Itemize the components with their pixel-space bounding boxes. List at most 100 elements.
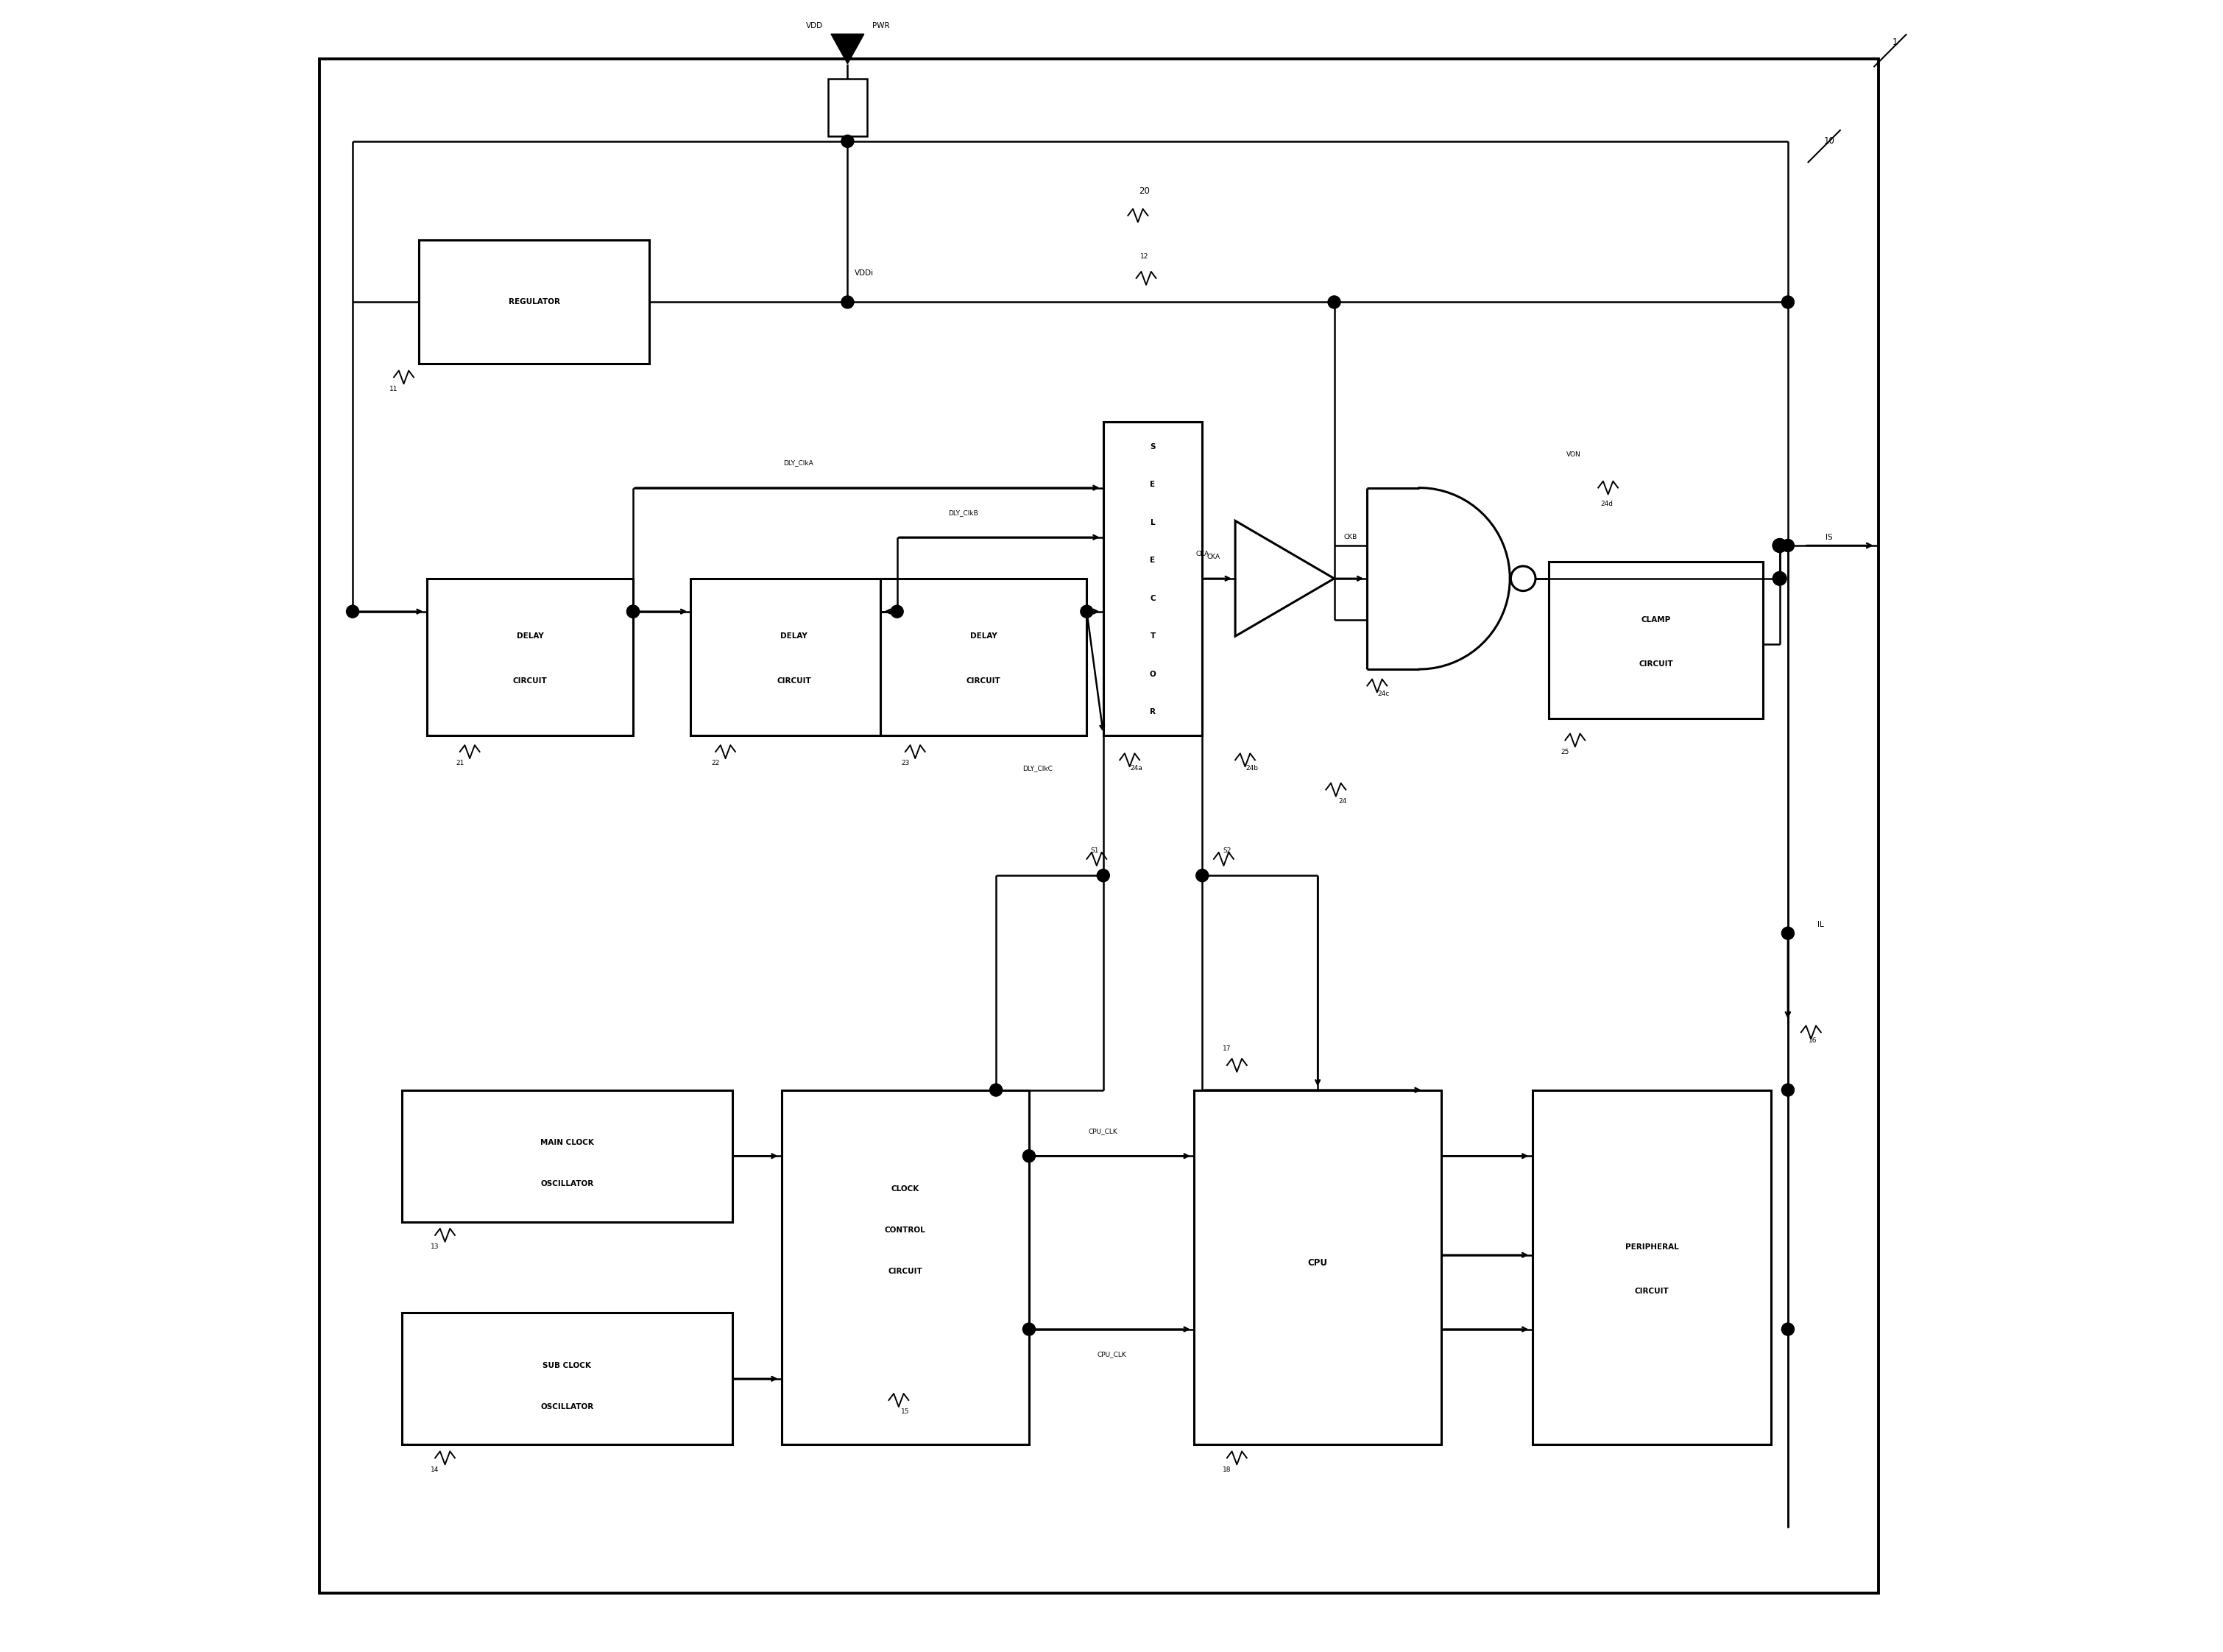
Text: OSCILLATOR: OSCILLATOR — [540, 1181, 594, 1188]
Circle shape — [891, 605, 903, 618]
Circle shape — [627, 605, 640, 618]
Circle shape — [347, 605, 358, 618]
Bar — [378, 876, 1747, 1543]
Text: PERIPHERAL: PERIPHERAL — [1625, 1242, 1678, 1251]
Text: E: E — [1149, 481, 1156, 487]
Text: PWR: PWR — [871, 21, 889, 30]
Text: CIRCUIT: CIRCUIT — [1634, 1287, 1669, 1295]
Bar — [1054, 289, 1647, 776]
Text: REGULATOR: REGULATOR — [509, 299, 560, 306]
Circle shape — [1772, 572, 1787, 585]
Text: MAIN CLOCK: MAIN CLOCK — [540, 1140, 594, 1146]
Circle shape — [989, 1084, 1003, 1097]
Text: 21: 21 — [456, 760, 465, 767]
Text: SUB CLOCK: SUB CLOCK — [542, 1361, 591, 1370]
Circle shape — [1327, 296, 1340, 309]
Text: 15: 15 — [900, 1409, 909, 1416]
Text: DLY_ClkA: DLY_ClkA — [782, 459, 814, 466]
Text: 24d: 24d — [1601, 501, 1612, 507]
Text: CKA: CKA — [1196, 550, 1209, 557]
Text: 14: 14 — [431, 1467, 440, 1474]
Circle shape — [1096, 869, 1109, 882]
Bar — [353, 109, 1812, 1559]
Bar — [880, 578, 1087, 735]
Text: CIRCUIT: CIRCUIT — [776, 677, 811, 684]
Text: CONTROL: CONTROL — [885, 1226, 925, 1234]
Text: 24a: 24a — [1129, 765, 1143, 771]
Bar — [1194, 1090, 1441, 1446]
Text: CLAMP: CLAMP — [1641, 616, 1672, 623]
Text: 22: 22 — [711, 760, 720, 767]
Circle shape — [1772, 539, 1787, 552]
Text: VDD: VDD — [807, 21, 823, 30]
Text: 17: 17 — [1223, 1046, 1232, 1052]
Text: 11: 11 — [389, 385, 398, 392]
Text: 20: 20 — [1138, 187, 1149, 195]
Text: CIRCUIT: CIRCUIT — [887, 1267, 923, 1275]
Text: IS: IS — [1825, 534, 1832, 540]
Bar — [691, 578, 898, 735]
Bar — [782, 1090, 1029, 1446]
Text: C: C — [1149, 595, 1156, 601]
Polygon shape — [831, 35, 865, 64]
Text: 12: 12 — [1140, 253, 1149, 259]
Bar — [427, 578, 634, 735]
Text: 16: 16 — [1807, 1037, 1816, 1044]
Text: OSCILLATOR: OSCILLATOR — [540, 1403, 594, 1411]
Bar — [827, 79, 867, 137]
Text: 25: 25 — [1561, 748, 1569, 755]
Circle shape — [1196, 869, 1209, 882]
Bar — [402, 1313, 731, 1446]
Text: VON: VON — [1567, 451, 1581, 458]
Circle shape — [1781, 927, 1794, 940]
Circle shape — [840, 135, 854, 147]
Text: 13: 13 — [431, 1244, 440, 1251]
Circle shape — [627, 605, 640, 618]
Text: E: E — [1149, 557, 1156, 563]
Text: 18: 18 — [1223, 1467, 1232, 1474]
Circle shape — [1781, 539, 1794, 552]
Text: DELAY: DELAY — [969, 633, 998, 639]
Text: DELAY: DELAY — [780, 633, 807, 639]
Text: DELAY: DELAY — [516, 633, 542, 639]
Text: 24c: 24c — [1378, 691, 1389, 697]
Circle shape — [1023, 1323, 1036, 1335]
Text: CIRCUIT: CIRCUIT — [967, 677, 1000, 684]
Text: CPU_CLK: CPU_CLK — [1089, 1128, 1118, 1135]
Circle shape — [1023, 1150, 1036, 1163]
Circle shape — [1781, 1084, 1794, 1097]
Text: CPU_CLK: CPU_CLK — [1096, 1351, 1127, 1358]
Circle shape — [1781, 296, 1794, 309]
Bar — [402, 1090, 731, 1222]
Text: DLY_ClkC: DLY_ClkC — [1023, 765, 1051, 771]
Text: T: T — [1149, 633, 1156, 639]
Text: CIRCUIT: CIRCUIT — [514, 677, 547, 684]
Text: CKA: CKA — [1207, 553, 1220, 560]
Text: 24: 24 — [1338, 798, 1347, 805]
Text: R: R — [1149, 709, 1156, 715]
Bar — [378, 223, 1689, 826]
Text: VDDi: VDDi — [854, 269, 874, 278]
Text: O: O — [1149, 671, 1156, 677]
Text: 23: 23 — [900, 760, 909, 767]
Text: 10: 10 — [1823, 137, 1834, 145]
Bar — [418, 240, 649, 363]
Text: CKB: CKB — [1345, 534, 1358, 540]
Text: CIRCUIT: CIRCUIT — [1638, 661, 1674, 667]
Bar — [1103, 421, 1203, 735]
Bar — [1532, 1090, 1772, 1446]
Circle shape — [1781, 1323, 1794, 1335]
Text: DLY_ClkB: DLY_ClkB — [947, 509, 978, 515]
Bar — [1549, 562, 1763, 719]
Text: L: L — [1149, 519, 1156, 525]
Circle shape — [840, 296, 854, 309]
Text: S2: S2 — [1223, 847, 1232, 854]
Text: S1: S1 — [1091, 847, 1098, 854]
Text: 24b: 24b — [1245, 765, 1258, 771]
Text: CPU: CPU — [1307, 1259, 1327, 1269]
Text: CLOCK: CLOCK — [891, 1184, 920, 1193]
Text: 1: 1 — [1892, 38, 1898, 46]
Text: IL: IL — [1818, 922, 1825, 928]
Circle shape — [1772, 539, 1787, 552]
Text: S: S — [1149, 443, 1156, 451]
